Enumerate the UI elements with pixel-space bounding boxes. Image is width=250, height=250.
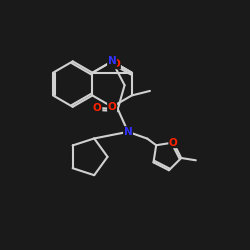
- Text: O: O: [108, 102, 116, 112]
- Text: O: O: [93, 103, 102, 113]
- Text: O: O: [112, 59, 120, 69]
- Text: N: N: [108, 56, 116, 66]
- Text: O: O: [169, 138, 178, 147]
- Text: N: N: [124, 127, 132, 137]
